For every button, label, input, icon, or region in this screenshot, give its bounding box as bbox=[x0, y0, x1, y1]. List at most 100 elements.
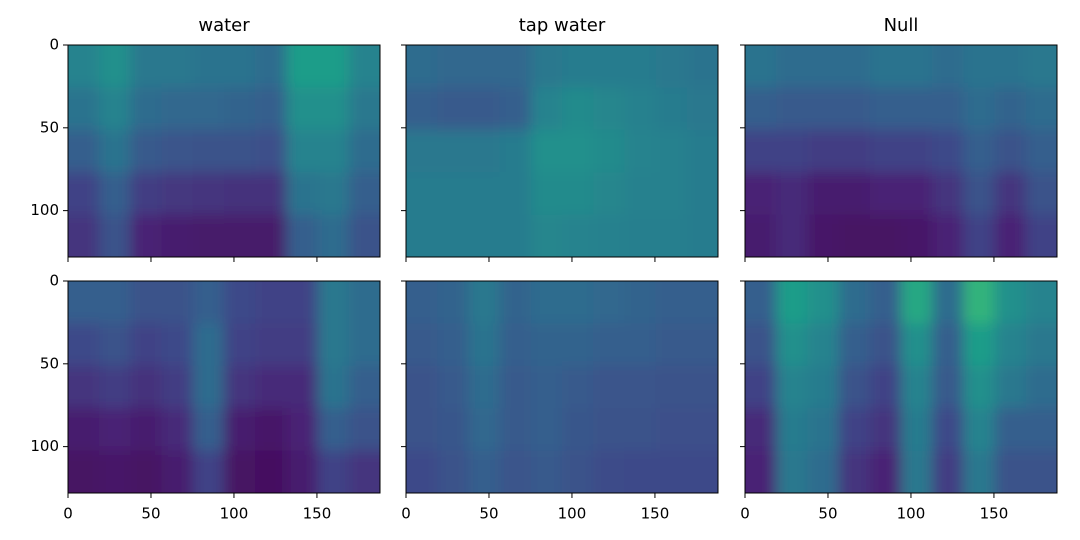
heatmap-cell bbox=[655, 323, 688, 367]
heatmap-cell bbox=[963, 172, 996, 216]
heatmap-cell bbox=[255, 450, 287, 493]
heatmap-cell bbox=[286, 129, 319, 173]
heatmap-cell bbox=[437, 281, 469, 324]
heatmap-cell bbox=[286, 45, 319, 88]
heatmap-cell bbox=[776, 129, 808, 173]
panel-title: water bbox=[198, 15, 250, 36]
heatmap-cell bbox=[530, 214, 563, 257]
heatmap-cell bbox=[68, 408, 100, 452]
heatmap-cell bbox=[593, 323, 625, 367]
heatmap-cells bbox=[406, 281, 718, 493]
heatmap-cell bbox=[1025, 281, 1057, 324]
heatmap-image bbox=[68, 281, 380, 493]
heatmap-cell bbox=[745, 281, 777, 324]
heatmap-cell bbox=[499, 172, 532, 216]
y-tick-label: 100 bbox=[30, 437, 59, 455]
heatmap-cell bbox=[838, 408, 871, 452]
heatmap-cell bbox=[624, 172, 657, 216]
heatmap-cell bbox=[901, 450, 933, 493]
heatmap-cell bbox=[655, 365, 688, 409]
heatmap-cell bbox=[686, 45, 718, 88]
heatmap-cell bbox=[161, 450, 194, 493]
heatmap-cell bbox=[468, 87, 501, 131]
heatmap-cell bbox=[901, 129, 933, 173]
heatmap-cell bbox=[317, 87, 350, 131]
heatmap-cell bbox=[593, 172, 625, 216]
heatmap-cell bbox=[1025, 87, 1057, 131]
x-tick-label: 0 bbox=[63, 505, 73, 523]
heatmap-cell bbox=[655, 450, 688, 493]
heatmap-cell bbox=[1025, 214, 1057, 257]
heatmap-cell bbox=[1025, 323, 1057, 367]
heatmap-cell bbox=[161, 87, 194, 131]
y-tick-label: 50 bbox=[40, 354, 59, 372]
heatmap-cell bbox=[655, 87, 688, 131]
heatmap-cell bbox=[99, 365, 131, 409]
heatmap-cell bbox=[838, 129, 871, 173]
heatmap-cell bbox=[838, 365, 871, 409]
heatmap-cell bbox=[530, 172, 563, 216]
heatmap-cell bbox=[963, 129, 996, 173]
heatmap-cell bbox=[224, 281, 256, 324]
heatmap-cell bbox=[932, 87, 964, 131]
y-tick-label: 0 bbox=[49, 272, 59, 290]
heatmap-cells bbox=[745, 45, 1057, 257]
heatmap-cell bbox=[932, 450, 964, 493]
heatmap-cell bbox=[655, 281, 688, 324]
heatmap-cell bbox=[686, 87, 718, 131]
heatmap-cell bbox=[499, 214, 532, 257]
heatmap-cell bbox=[1025, 129, 1057, 173]
heatmap-cell bbox=[807, 214, 840, 257]
heatmap-cell bbox=[68, 172, 100, 216]
heatmap-cell bbox=[869, 214, 902, 257]
heatmap-cell bbox=[686, 408, 718, 452]
heatmap-cell bbox=[224, 172, 256, 216]
heatmap-cell bbox=[192, 45, 225, 88]
heatmap-cell bbox=[192, 281, 225, 324]
heatmap-cell bbox=[807, 281, 840, 324]
heatmap-cell bbox=[499, 87, 532, 131]
heatmap-cell bbox=[317, 129, 350, 173]
heatmap-cell bbox=[994, 323, 1027, 367]
heatmap-cell bbox=[686, 281, 718, 324]
heatmap-cell bbox=[68, 323, 100, 367]
heatmap-cell bbox=[1025, 450, 1057, 493]
heatmap-cell bbox=[437, 129, 469, 173]
axes-frame bbox=[744, 280, 1058, 494]
heatmap-cell bbox=[499, 365, 532, 409]
heatmap-cell bbox=[255, 365, 287, 409]
heatmap-cell bbox=[499, 281, 532, 324]
heatmap-cells bbox=[68, 45, 380, 257]
heatmap-cell bbox=[286, 365, 319, 409]
heatmap-cell bbox=[776, 87, 808, 131]
heatmap-cell bbox=[562, 408, 594, 452]
heatmap-cell bbox=[655, 408, 688, 452]
heatmap-cell bbox=[901, 281, 933, 324]
heatmap-cell bbox=[686, 172, 718, 216]
heatmap-cell bbox=[655, 172, 688, 216]
heatmap-cell bbox=[161, 45, 194, 88]
x-tick-label: 150 bbox=[641, 505, 670, 523]
heatmap-cell bbox=[255, 214, 287, 257]
heatmap-cell bbox=[745, 45, 777, 88]
heatmap-cell bbox=[530, 450, 563, 493]
heatmap-cell bbox=[130, 172, 163, 216]
heatmap-cell bbox=[1025, 172, 1057, 216]
heatmap-cell bbox=[286, 172, 319, 216]
heatmap-cell bbox=[348, 365, 380, 409]
heatmap-cell bbox=[994, 214, 1027, 257]
heatmap-cell bbox=[901, 45, 933, 88]
axes-frame bbox=[405, 44, 719, 258]
heatmap-cell bbox=[99, 214, 131, 257]
axes-frame bbox=[744, 44, 1058, 258]
heatmap-cell bbox=[437, 87, 469, 131]
heatmap-cells bbox=[745, 281, 1057, 493]
heatmap-cell bbox=[348, 408, 380, 452]
heatmap-cell bbox=[286, 323, 319, 367]
heatmap-cell bbox=[468, 323, 501, 367]
panel-title: tap water bbox=[519, 15, 606, 36]
heatmap-cell bbox=[68, 45, 100, 88]
heatmap-cell bbox=[224, 45, 256, 88]
heatmap-cell bbox=[994, 365, 1027, 409]
y-tick-label: 50 bbox=[40, 118, 59, 136]
